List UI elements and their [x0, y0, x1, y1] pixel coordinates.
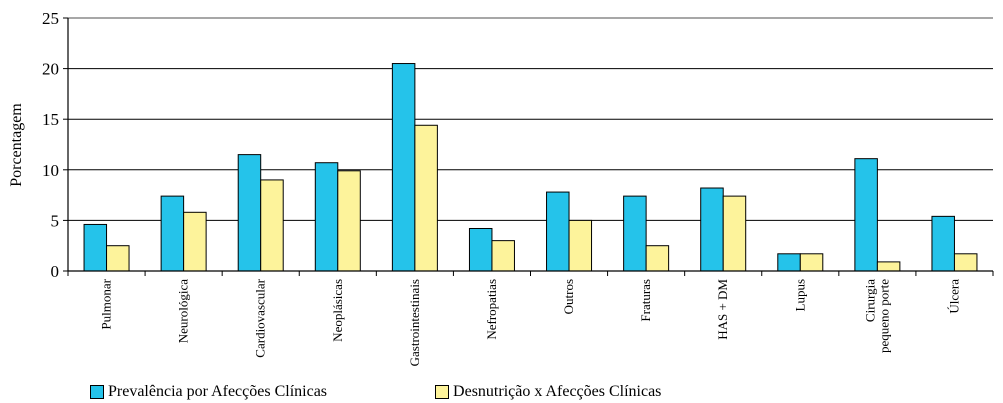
x-category-label: HAS + DM [715, 279, 730, 340]
bar-desnutricao [260, 179, 284, 272]
bar-prevalencia [391, 63, 416, 272]
legend-label-desnutricao: Desnutrição x Afecções Clínicas [453, 383, 662, 400]
bar-prevalencia [931, 215, 955, 272]
bar-prevalencia [546, 191, 570, 272]
bar-prevalencia [854, 158, 878, 272]
bar-desnutricao [337, 170, 361, 272]
bar-prevalencia [237, 154, 262, 272]
y-tick-label: 5 [51, 211, 60, 230]
bar-prevalencia [777, 253, 801, 272]
gridlines [68, 17, 993, 221]
x-category-label: Neurológica [176, 279, 191, 343]
x-category-label: Outros [561, 279, 576, 314]
bar-desnutricao [799, 253, 824, 272]
y-axis-label: Porcentagem [8, 103, 25, 187]
bars [83, 63, 978, 272]
legend-item-desnutricao: Desnutrição x Afecções Clínicas [435, 384, 661, 400]
x-category-label: Cardiovascular [253, 278, 268, 357]
bar-chart: 0 5 10 15 20 25 Pulmonar Neurológica Cardiovasc… [8, 9, 994, 366]
y-tick-label: 0 [51, 262, 60, 281]
bar-prevalencia [314, 162, 339, 272]
y-axis-ticks: 0 5 10 15 20 25 [42, 9, 68, 281]
x-category-label: Fraturas [638, 279, 653, 322]
legend-item-prevalencia: Prevalência por Afecções Clínicas [90, 384, 327, 400]
bar-desnutricao [722, 195, 747, 272]
y-tick-label: 10 [42, 161, 59, 180]
bar-desnutricao [414, 124, 438, 272]
bar-prevalencia [83, 223, 108, 272]
legend-swatch-desnutricao [435, 385, 450, 399]
x-category-label: Neoplásicas [330, 279, 345, 342]
legend-label-prevalencia: Prevalência por Afecções Clínicas [108, 383, 328, 400]
bar-desnutricao [491, 240, 515, 272]
x-category-label: Pulmonar [99, 278, 114, 329]
legend: Prevalência por Afecções Clínicas Desnut… [90, 384, 661, 400]
bar-desnutricao [876, 261, 901, 272]
axes [67, 18, 994, 276]
legend-swatch-prevalencia [90, 385, 104, 399]
y-tick-label: 25 [42, 9, 59, 28]
y-tick-label: 20 [42, 60, 59, 79]
x-category-label: Úlcera [946, 279, 961, 314]
bar-desnutricao [953, 253, 978, 272]
bar-desnutricao [645, 245, 670, 272]
x-axis-labels: Pulmonar Neurológica Cardiovascular Neoplás… [99, 278, 962, 366]
y-tick-label: 15 [42, 110, 59, 129]
bar-prevalencia [623, 195, 647, 272]
bar-desnutricao [568, 219, 593, 272]
x-category-label: Cirurgiapequeno porte [862, 279, 891, 353]
x-category-label: Gastrointestinais [407, 279, 422, 366]
bar-desnutricao [183, 211, 207, 272]
bar-desnutricao [106, 245, 130, 272]
bar-prevalencia [160, 195, 185, 272]
bar-prevalencia [468, 227, 493, 272]
x-category-label: Lupus [792, 279, 807, 312]
x-category-label: Nefropatias [484, 279, 499, 340]
bar-prevalencia [700, 187, 724, 272]
